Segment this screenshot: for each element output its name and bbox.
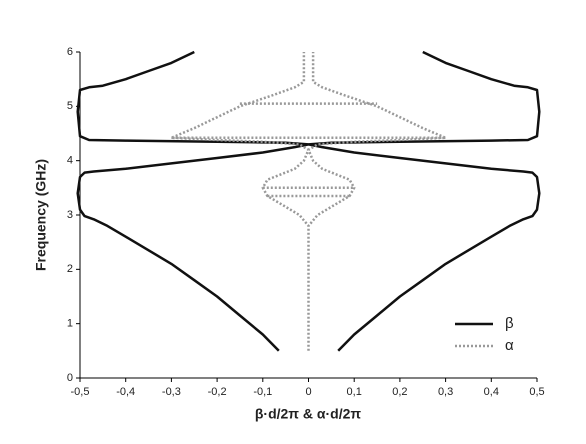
x-tick-label: -0,2 [208,386,227,398]
x-tick-label: -0,4 [116,386,135,398]
series-line [76,50,541,352]
series-line [170,52,447,351]
x-tick-label: 0,4 [484,386,499,398]
x-tick-label: -0,1 [253,386,272,398]
y-tick-label: 4 [67,155,73,167]
x-tick-label: -0,5 [71,386,90,398]
y-tick-label: 5 [67,100,73,112]
x-tick-label: 0,2 [392,386,407,398]
y-tick-label: 1 [67,318,73,330]
y-tick-label: 2 [67,263,73,275]
y-tick-label: 6 [67,46,73,58]
x-tick-label: 0,1 [347,386,362,398]
legend-label: β [505,315,514,332]
x-axis-label: β·d/2π & α·d/2π [255,406,362,422]
y-tick-label: 0 [67,372,73,384]
x-tick-label: -0,3 [162,386,181,398]
x-tick-label: 0 [305,386,311,398]
x-tick-label: 0,5 [529,386,544,398]
x-tick-label: 0,3 [438,386,453,398]
y-axis-label: Frequency (GHz) [33,159,49,271]
y-tick-label: 3 [67,209,73,221]
legend-label: α [505,337,514,354]
